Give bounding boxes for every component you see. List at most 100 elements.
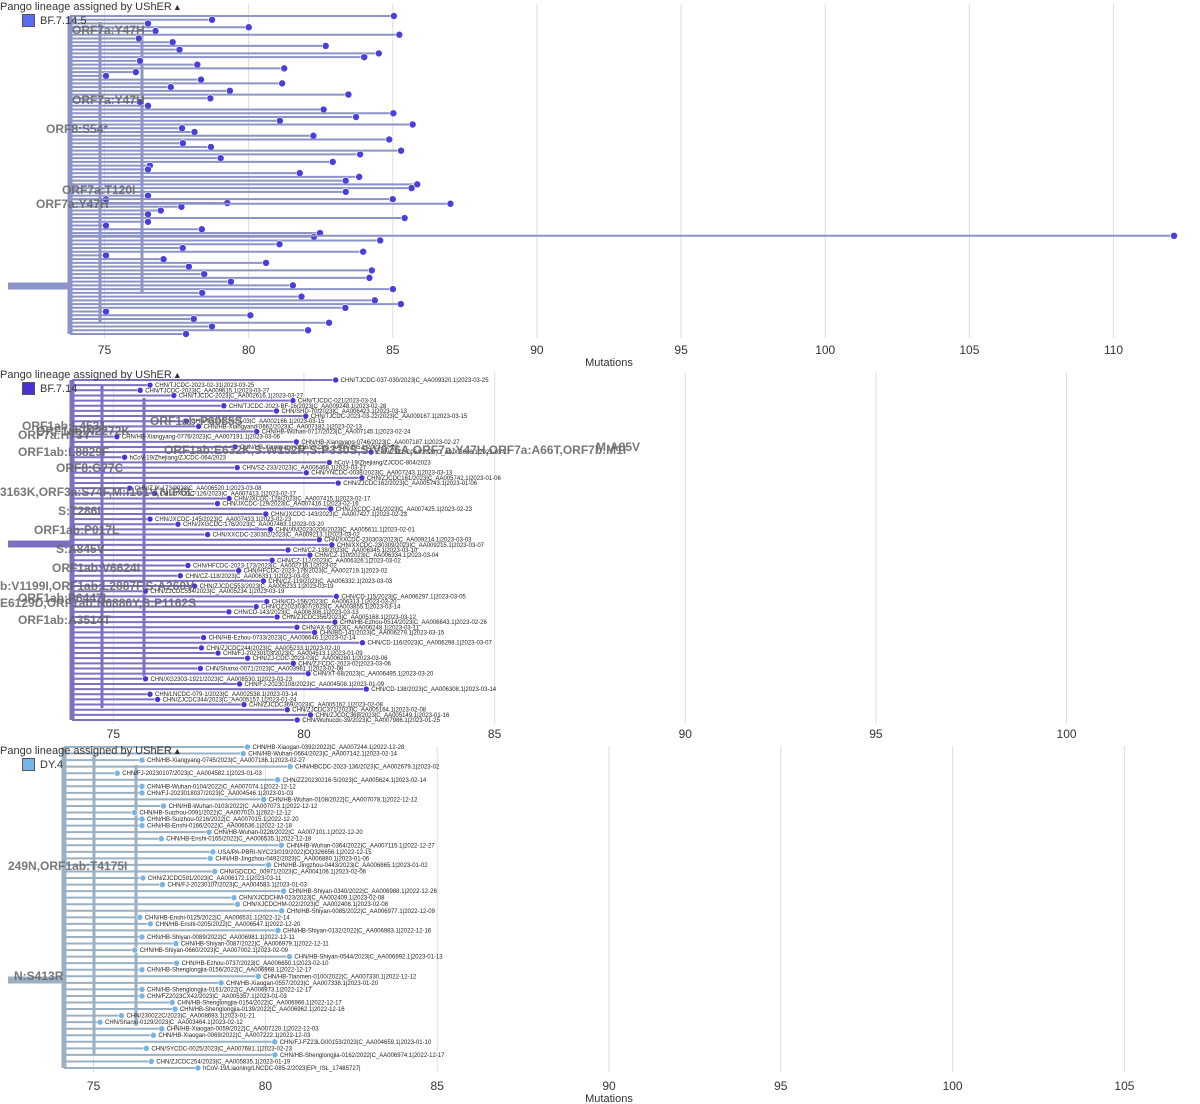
- tip-label: CHN/ZJCDC553/2023|C_AA005233.1|2023-03-1…: [200, 584, 335, 590]
- collapse-chevron-icon[interactable]: ▲: [172, 746, 182, 756]
- tip-node: [200, 270, 208, 278]
- tip-label: CHN/HB-Xiaogan-0069/2022|C_AA007222.1|20…: [158, 1033, 311, 1039]
- mutation-label: b:V1199I,ORF1ab:L2887F,S:A260V: [0, 579, 194, 593]
- tip-label: CHN/ZJCDC591/2023|C_AA006172.1|2023-03-1…: [148, 876, 282, 882]
- tip-label: CHN/HB-Jingzhou-0492/2023|C_AA006880.1|2…: [215, 856, 370, 862]
- tip-node: [198, 225, 206, 234]
- tip-label: CHN/HB-Wuhan-0104/2022|C_AA007074.1|2022…: [147, 784, 296, 790]
- tip-label: CHN/Shanxi-0129/2023|C_AA003464.1|2023-0…: [105, 1020, 244, 1026]
- tip-node: [311, 629, 318, 636]
- tip-label: CHN/XXCDC-230303/2023|C_AA009214.1|2023-…: [324, 538, 472, 544]
- tip-node: [321, 42, 330, 50]
- tip-label: CHN/HB-Enshi-0125/2022|C_AA006531.1|2022…: [145, 915, 291, 921]
- collapse-chevron-icon[interactable]: ▲: [172, 2, 182, 12]
- tip-node: [278, 841, 285, 849]
- tip-label: CHN/HB-Shenglongjia-0154/2022|C_AA006966…: [177, 1000, 342, 1006]
- tip-node: [293, 438, 300, 446]
- tip-label: hCoV-19/Zhejiang/ZJCDC-064/2023: [130, 455, 227, 461]
- tip-node: [390, 12, 398, 20]
- tip-node: [191, 582, 198, 590]
- tip-label: CHN/HFCDC-2023-176/2023|C_AA002719.1|202…: [244, 569, 389, 575]
- tip-node: [226, 87, 234, 95]
- collapse-chevron-icon[interactable]: ▲: [172, 370, 182, 380]
- tip-node: [189, 315, 198, 323]
- tip-label: CHN/HB-Shiyan-0132/2022|C_AA006983.1|202…: [283, 928, 432, 934]
- tip-label: CHN/TJCDC-037-030/2023|C_AA009320.1|2023…: [341, 378, 490, 384]
- tip-node: [368, 266, 376, 275]
- tip-node: [172, 940, 180, 947]
- tip-label: CHN/HB-Wuhan-0717/2023|C_AA007145.1|2023…: [262, 430, 411, 436]
- tip-node: [126, 484, 133, 492]
- legend-label: BF.7.14: [40, 382, 78, 395]
- tip-label: CHN/HB-Xiangyang-0662/2023|C_AA007182.1|…: [204, 424, 363, 430]
- tip-node: [150, 1031, 157, 1039]
- tip-label: CHN/ZJCDC344/2023|C_AA005157.1|2023-01-2…: [163, 697, 298, 703]
- tip-node: [260, 577, 267, 585]
- tip-node: [138, 966, 146, 974]
- tip-node: [220, 402, 228, 410]
- tip-node: [182, 330, 190, 338]
- tip-node: [262, 510, 270, 518]
- tip-label: CHN/HFCDC-2023-173/2023|C_AA002716.1|202…: [193, 563, 338, 569]
- tip-label: CHN/HBCDC-2023-136/2023|C_AA002679.1|202…: [295, 765, 440, 771]
- tip-node: [407, 184, 416, 192]
- tip-node: [144, 191, 152, 200]
- tip-label: CHN/HB-Tianmen-0100/2022|C_AA007330.1|20…: [263, 974, 417, 980]
- tip-node: [326, 459, 333, 466]
- mutation-label: N:S413R: [14, 969, 64, 983]
- tip-node: [289, 281, 297, 290]
- mutation-label: ORF8:G77C: [56, 461, 124, 475]
- tip-node: [319, 105, 328, 114]
- tip-node: [147, 920, 154, 928]
- tip-node: [332, 376, 339, 384]
- x-tick-label: 90: [679, 727, 693, 741]
- tip-node: [327, 505, 335, 513]
- tip-label: CHN/Wuhucdc-39/2023|C_AA007986.1|2023-01…: [302, 718, 440, 724]
- tip-label: CHN/HB-Ezhou-0514/2023|C_AA006643.1|2023…: [340, 620, 488, 626]
- tip-node: [236, 680, 243, 688]
- tip-label: CHN/ZZ20230216-5/2023|C_AA005624.1|2023-…: [283, 778, 427, 784]
- tip-node: [280, 64, 289, 73]
- tip-node: [365, 274, 374, 282]
- tip-node: [408, 120, 417, 129]
- tip-node: [136, 57, 144, 65]
- tip-node: [239, 750, 247, 757]
- tip-node: [362, 685, 370, 693]
- tip-node: [227, 277, 235, 286]
- tip-node: [413, 180, 422, 189]
- tip-node: [341, 188, 350, 196]
- tip-node: [254, 972, 262, 980]
- tip-label: hCoV-19/Zhejiang/ZJCDC-804/2023: [334, 460, 431, 466]
- tip-label: CHN/CD-143/2023|C_AA006306.1|2023-03-13: [234, 610, 360, 616]
- tip-label: CHN/XT-68/2023|C_AA006495.1|2023-03-20: [313, 672, 434, 678]
- tip-node: [170, 392, 178, 399]
- tip-node: [271, 1051, 279, 1059]
- color-by-label: Pango lineage assigned by UShER: [0, 745, 172, 757]
- tip-label: CHN/HB-Wuhan-0228/2022|C_AA007101.1|2022…: [214, 830, 363, 836]
- tip-node: [173, 959, 180, 967]
- tip-label: CHN/LNCDC-079-1/2023|C_AA002538.1|2023-0…: [155, 692, 298, 698]
- tip-node: [341, 304, 350, 312]
- tip-node: [138, 992, 146, 1000]
- tree-panel-dy4: 75 80 85 90 95 100 105 Mutations CHN/HB-Xiaogan-…: [0, 744, 1200, 1104]
- legend-swatch: [22, 14, 35, 27]
- tip-label: CHN/ZJCDC064/2023|C_AA003688.1|2023-03-2…: [376, 450, 511, 456]
- tip-node: [190, 128, 199, 136]
- tip-node: [151, 490, 159, 497]
- x-tick-label: 105: [959, 343, 979, 357]
- tip-node: [271, 1038, 279, 1046]
- tip-node: [283, 706, 291, 713]
- tip-node: [244, 23, 253, 32]
- tip-node: [374, 49, 383, 58]
- tip-node: [274, 927, 282, 934]
- tip-node: [138, 986, 146, 993]
- tip-label: CHN/HB-Ezhou-0733/2023|C_AA006646.1|2023…: [209, 636, 357, 642]
- tip-node: [358, 474, 366, 482]
- tip-label: CHN/HB-Wuhan-0664/2023|C_AA007142.1|2023…: [248, 752, 397, 758]
- tip-label: CHN/HB-Jingzhou-0443/2023|C_AA006865.1|2…: [274, 863, 429, 869]
- tip-node: [142, 587, 149, 595]
- x-tick-label: 85: [488, 727, 502, 741]
- mutation-label: ORF7a:H73Y: [18, 428, 91, 442]
- tip-label: CHN/HB-Enshi-0166/2022|C_AA006536.1|2022…: [147, 824, 293, 830]
- phylogenetic-tree-bf714: 75 80 85 90 95 100 CHN/TJCDC-037-030/2023|C_AA…: [0, 372, 1077, 741]
